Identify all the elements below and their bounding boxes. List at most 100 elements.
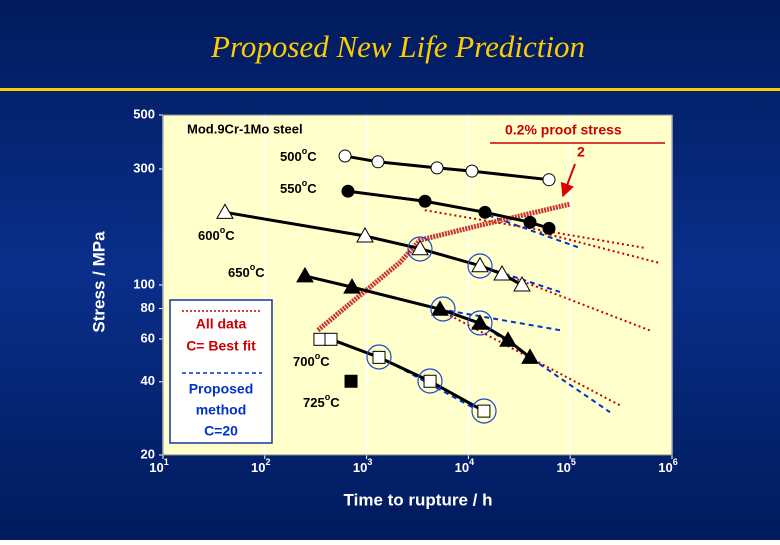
- marker: [477, 404, 491, 418]
- tick-exp: 1: [164, 457, 169, 467]
- series-label: 500oC: [280, 146, 317, 164]
- label-part: C: [225, 228, 235, 243]
- marker: [411, 239, 429, 256]
- label-part: C: [255, 265, 265, 280]
- marker: [471, 256, 489, 273]
- marker: [523, 215, 537, 229]
- marker: [216, 203, 234, 219]
- legend-text: All data: [196, 316, 247, 332]
- label-part: 700: [293, 354, 315, 369]
- label-part: o: [315, 351, 321, 361]
- annotation: Mod.9Cr-1Mo steel: [187, 121, 303, 136]
- legend-text: Proposed: [189, 381, 254, 397]
- tick-base: 10: [353, 460, 367, 475]
- tick-exp: 2: [266, 457, 271, 467]
- marker: [499, 331, 517, 347]
- label-part: 500: [280, 149, 302, 164]
- y-tick-label: 60: [141, 330, 155, 345]
- marker: [371, 155, 385, 169]
- marker: [296, 266, 314, 283]
- marker: [478, 205, 492, 219]
- y-tick-label: 20: [141, 446, 155, 461]
- proof-stress-label: 0.2% proof stress: [505, 122, 622, 138]
- title: Proposed New Life Prediction: [210, 29, 585, 64]
- tick-base: 10: [658, 460, 672, 475]
- line: [469, 261, 561, 293]
- plot-frame: [162, 114, 673, 456]
- marker: [343, 278, 361, 294]
- marker: [372, 350, 386, 364]
- proof-stress-note: 2: [577, 144, 585, 160]
- x-tick-label: 103: [353, 457, 372, 475]
- series-label: 550oC: [280, 178, 317, 196]
- marker: [430, 161, 444, 175]
- label-part: C: [330, 395, 340, 410]
- label-part: 650: [228, 265, 250, 280]
- label-part: 550: [280, 181, 302, 196]
- marker: [493, 264, 511, 281]
- tick-exp: 6: [673, 457, 678, 467]
- line: [539, 231, 661, 265]
- marker: [313, 332, 327, 346]
- y-tick-label: 300: [133, 160, 155, 175]
- x-tick-label: 106: [658, 457, 677, 475]
- label-part: C: [307, 181, 317, 196]
- label-part: o: [325, 392, 331, 402]
- legend-box: All data C= Best fit Proposed method C=2…: [169, 299, 273, 444]
- series-label: 700oC: [293, 351, 330, 369]
- arrow: [560, 163, 576, 198]
- marker: [423, 374, 437, 388]
- marker: [324, 332, 338, 346]
- legend-text: C=20: [204, 423, 238, 439]
- label-part: o: [250, 262, 256, 272]
- y-tick-label: 80: [141, 300, 155, 315]
- line: [439, 308, 561, 332]
- marker: [431, 300, 449, 316]
- marker: [344, 374, 358, 388]
- y-tick-label: 40: [141, 373, 155, 388]
- tick-base: 10: [455, 460, 469, 475]
- tick-exp: 3: [367, 457, 372, 467]
- marker: [471, 314, 489, 330]
- marker: [418, 194, 432, 208]
- tick-exp: 4: [469, 457, 474, 467]
- x-tick-label: 104: [455, 457, 474, 475]
- y-tick-label: 100: [133, 276, 155, 291]
- tick-base: 10: [149, 460, 163, 475]
- marker: [465, 164, 479, 178]
- tick-exp: 5: [571, 457, 576, 467]
- series-label: 725oC: [303, 392, 340, 410]
- tick-base: 10: [556, 460, 570, 475]
- marker: [338, 149, 352, 163]
- x-tick-label: 105: [556, 457, 575, 475]
- series-label: 650oC: [228, 262, 265, 280]
- marker: [356, 227, 374, 243]
- label-part: o: [302, 178, 308, 188]
- grid: [159, 114, 673, 459]
- marker: [341, 184, 355, 198]
- label-part: 600: [198, 228, 220, 243]
- title-rule: [0, 88, 780, 91]
- label-part: C: [307, 149, 317, 164]
- x-tick-label: 102: [251, 457, 270, 475]
- highlight-circles: [366, 236, 497, 424]
- x-tick-label: 101: [149, 457, 168, 475]
- series-label: 600oC: [198, 225, 235, 243]
- legend-text: C= Best fit: [186, 338, 256, 354]
- label-part: C: [320, 354, 330, 369]
- label-part: o: [302, 146, 308, 156]
- tick-base: 10: [251, 460, 265, 475]
- line: [424, 209, 646, 249]
- marker: [542, 173, 556, 187]
- y-tick-label: 500: [133, 106, 155, 121]
- label-part: o: [220, 225, 226, 235]
- marker: [513, 275, 531, 292]
- y-axis-label: Stress / MPa: [89, 231, 108, 333]
- legend-text: method: [196, 402, 247, 418]
- label-part: 725: [303, 395, 325, 410]
- marker: [542, 221, 556, 235]
- marker: [521, 348, 539, 364]
